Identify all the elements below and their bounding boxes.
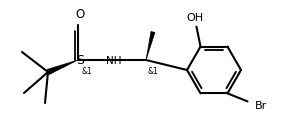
Text: &1: &1 — [148, 68, 159, 76]
Text: S: S — [76, 55, 84, 68]
Text: Br: Br — [254, 101, 267, 111]
Polygon shape — [146, 32, 155, 60]
Text: NH: NH — [106, 56, 122, 66]
Polygon shape — [47, 60, 78, 75]
Text: &1: &1 — [82, 68, 92, 76]
Text: OH: OH — [186, 13, 203, 23]
Text: O: O — [75, 8, 85, 22]
